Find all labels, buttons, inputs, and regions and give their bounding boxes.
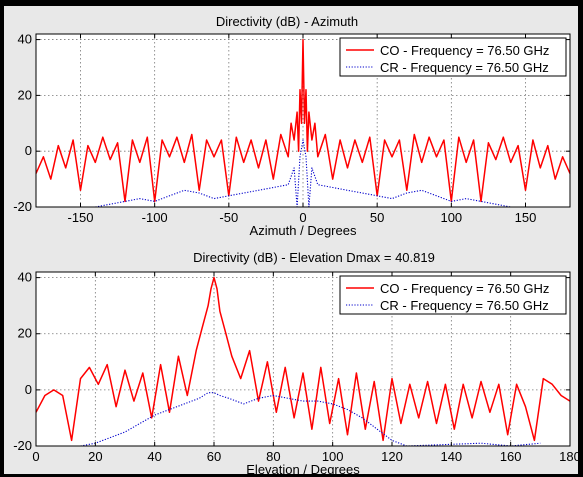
axes-box bbox=[35, 271, 571, 447]
x-tick-label: -150 bbox=[67, 210, 93, 225]
y-tick-label: -20 bbox=[13, 438, 32, 453]
x-tick-label: 140 bbox=[440, 449, 462, 464]
legend-box bbox=[339, 37, 567, 77]
chart-title: Directivity (dB) - Elevation Dmax = 40.8… bbox=[193, 250, 435, 265]
legend-entry-co: CO - Frequency = 76.50 GHz bbox=[380, 281, 549, 296]
x-tick-label: 50 bbox=[370, 210, 384, 225]
chart-title: Directivity (dB) - Azimuth bbox=[216, 14, 358, 29]
series-line-cr bbox=[95, 139, 511, 208]
x-tick-label: 0 bbox=[32, 449, 39, 464]
y-tick-label: 40 bbox=[18, 32, 32, 47]
series-line-cr bbox=[80, 392, 541, 447]
x-tick-label: 180 bbox=[559, 449, 578, 464]
x-tick-label: 60 bbox=[207, 449, 221, 464]
chart-1: -150 -100 -50 0 50 100 150 -20 0 20 40 Directivity … bbox=[13, 14, 571, 238]
y-tick-label: 0 bbox=[25, 382, 32, 397]
series-line-co bbox=[35, 38, 571, 203]
x-tick-label: 80 bbox=[266, 449, 280, 464]
legend: CO - Frequency = 76.50 GHz CR - Frequency… bbox=[339, 37, 567, 77]
x-tick-label: 20 bbox=[88, 449, 102, 464]
y-tick-label: 0 bbox=[25, 143, 32, 158]
legend-entry-cr: CR - Frequency = 76.50 GHz bbox=[380, 60, 549, 75]
x-tick-label: -100 bbox=[142, 210, 168, 225]
y-tick-label: 20 bbox=[18, 87, 32, 102]
x-axis-label: Elevation / Degrees bbox=[246, 462, 360, 474]
x-axis-label: Azimuth / Degrees bbox=[250, 223, 357, 238]
x-tick-label: 100 bbox=[440, 210, 462, 225]
x-tick-label: 160 bbox=[500, 449, 522, 464]
x-tick-label: 150 bbox=[515, 210, 537, 225]
legend-entry-cr: CR - Frequency = 76.50 GHz bbox=[380, 298, 549, 313]
y-tick-label: -20 bbox=[13, 199, 32, 214]
x-tick-label: 120 bbox=[381, 449, 403, 464]
series-line-co bbox=[35, 276, 571, 442]
legend: CO - Frequency = 76.50 GHz CR - Frequency… bbox=[339, 275, 567, 315]
legend-entry-co: CO - Frequency = 76.50 GHz bbox=[380, 43, 549, 58]
x-tick-label: 0 bbox=[299, 210, 306, 225]
x-tick-label: 40 bbox=[147, 449, 161, 464]
x-tick-label: 100 bbox=[322, 449, 344, 464]
figure-panel: -150 -100 -50 0 50 100 150 -20 0 20 40 Directivity … bbox=[4, 6, 578, 474]
x-tick-label: -50 bbox=[219, 210, 238, 225]
y-tick-label: 20 bbox=[18, 326, 32, 341]
charts-svg: -150 -100 -50 0 50 100 150-2002040Directivity … bbox=[13, 14, 578, 474]
legend-box bbox=[339, 275, 567, 315]
y-tick-label: 40 bbox=[18, 270, 32, 285]
chart-2: 0 20 40 60 80 100 120 140 160 180-2002040Directiv… bbox=[13, 250, 578, 474]
